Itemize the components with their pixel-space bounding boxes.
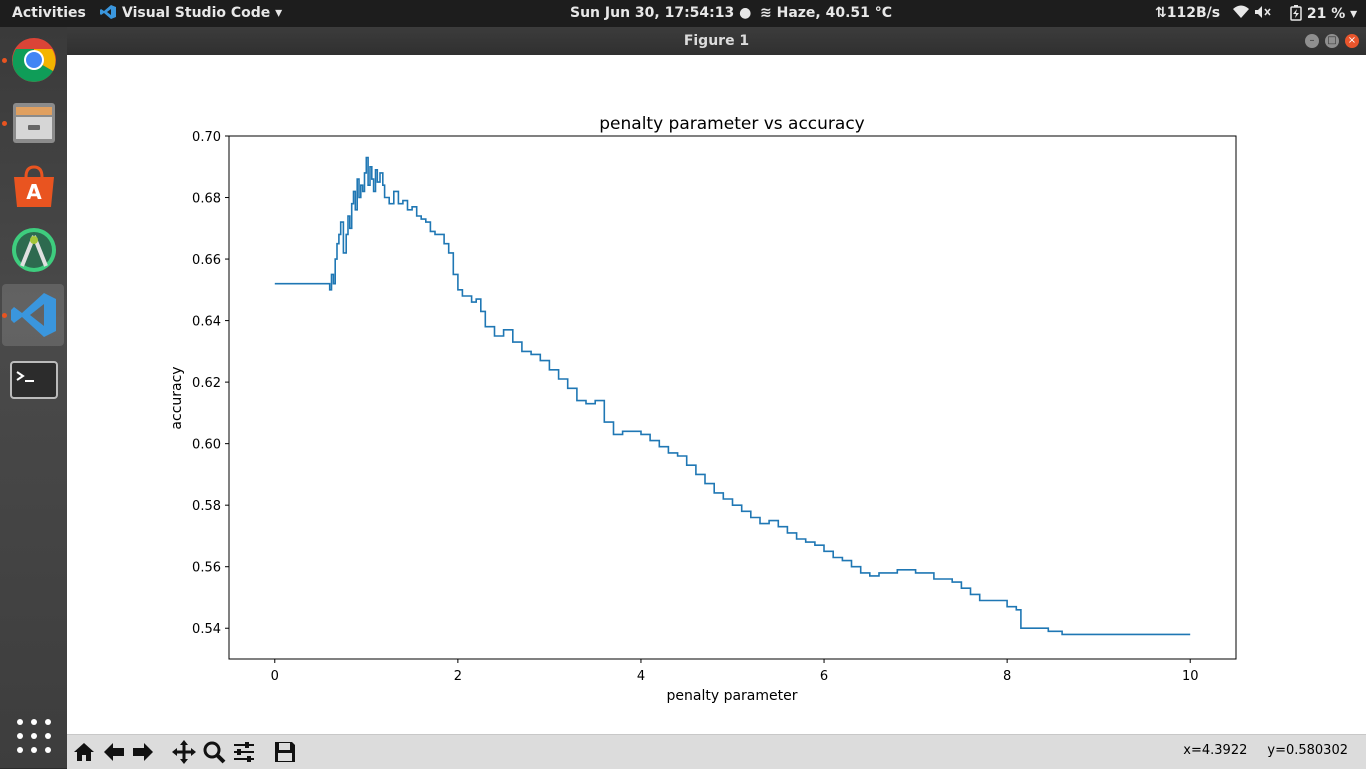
y-tick-label: 0.60 — [192, 438, 221, 453]
cursor-y-readout: y=0.580302 — [1267, 743, 1348, 758]
forward-icon[interactable] — [130, 739, 156, 765]
pan-icon[interactable] — [171, 739, 197, 765]
configure-subplots-icon[interactable] — [231, 739, 257, 765]
save-icon[interactable] — [272, 739, 298, 765]
files-icon[interactable] — [8, 97, 60, 149]
y-tick-label: 0.70 — [192, 130, 221, 145]
net-speed-indicator[interactable]: ⇅112B/s — [1155, 5, 1220, 21]
clock[interactable]: Sun Jun 30, 17:54:13 ● — [570, 5, 751, 21]
x-tick-label: 4 — [637, 669, 645, 684]
chart: penalty parameter vs accuracy penalty pa… — [169, 114, 1237, 704]
activities-button[interactable]: Activities — [12, 5, 86, 21]
y-tick-label: 0.58 — [192, 499, 221, 514]
series-line — [274, 156, 1191, 636]
volume-muted-icon — [1255, 6, 1272, 18]
terminal-icon[interactable] — [8, 354, 60, 406]
y-tick-label: 0.68 — [192, 192, 221, 207]
app-menu[interactable]: Visual Studio Code ▾ — [100, 5, 282, 21]
x-tick-label: 10 — [1182, 669, 1199, 684]
weather-label: Haze, 40.51 °C — [776, 5, 893, 21]
vscode-small-icon — [100, 5, 116, 19]
net-speed-label: 112B/s — [1166, 5, 1221, 21]
running-indicator-dot — [2, 313, 7, 318]
home-icon[interactable] — [71, 739, 97, 765]
y-tick-label: 0.62 — [192, 376, 221, 391]
figure-toolbar: x=4.3922 y=0.580302 — [67, 734, 1366, 769]
top-bar: Activities Visual Studio Code ▾ Sun Jun … — [0, 0, 1366, 27]
chevron-down-icon: ▾ — [1350, 6, 1358, 22]
x-tick-label: 6 — [820, 669, 828, 684]
chevron-down-icon: ▾ — [275, 5, 283, 21]
y-axis-ticks: 0.54 0.56 0.58 0.60 0.62 0.64 0.66 0.68 0.70 — [192, 130, 229, 637]
vscode-icon[interactable] — [8, 289, 60, 341]
system-icons[interactable] — [1232, 5, 1272, 21]
x-tick-label: 2 — [454, 669, 462, 684]
maximize-icon[interactable]: □ — [1325, 34, 1339, 48]
android-studio-icon[interactable] — [8, 224, 60, 276]
software-center-icon[interactable]: A — [8, 161, 60, 213]
x-axis-label: penalty parameter — [667, 688, 798, 704]
battery-indicator[interactable]: 21 % ▾ — [1290, 5, 1357, 22]
plot-frame — [228, 135, 1237, 660]
wifi-icon — [1233, 5, 1249, 18]
notification-dot-icon: ● — [739, 5, 752, 21]
x-tick-label: 8 — [1003, 669, 1011, 684]
minimize-icon[interactable]: – — [1305, 34, 1319, 48]
y-tick-label: 0.54 — [192, 622, 221, 637]
figure-canvas[interactable]: penalty parameter vs accuracy penalty pa… — [67, 55, 1366, 734]
cursor-coordinates: x=4.3922 y=0.580302 — [1183, 743, 1348, 758]
battery-charging-icon — [1290, 5, 1302, 21]
y-tick-label: 0.56 — [192, 561, 221, 576]
up-down-arrows-icon: ⇅ — [1155, 5, 1167, 21]
window-titlebar[interactable]: Figure 1 – □ × — [67, 27, 1366, 55]
y-tick-label: 0.66 — [192, 253, 221, 268]
chart-title: penalty parameter vs accuracy — [599, 114, 864, 134]
running-indicator-dot — [2, 121, 7, 126]
window-title: Figure 1 — [683, 33, 750, 49]
y-axis-label: accuracy — [169, 366, 185, 429]
close-icon[interactable]: × — [1345, 34, 1359, 48]
dock: A — [0, 27, 67, 768]
zoom-icon[interactable] — [201, 739, 227, 765]
running-indicator-dot — [2, 58, 7, 63]
battery-label: 21 % — [1306, 6, 1346, 22]
back-icon[interactable] — [101, 739, 127, 765]
show-apps-icon[interactable] — [8, 710, 60, 762]
cursor-x-readout: x=4.3922 — [1183, 743, 1248, 758]
svg-text:A: A — [26, 180, 42, 204]
clock-label: Sun Jun 30, 17:54:13 — [570, 5, 735, 21]
app-menu-label: Visual Studio Code — [122, 5, 271, 21]
chrome-icon[interactable] — [8, 34, 60, 86]
y-tick-label: 0.64 — [192, 315, 221, 330]
x-axis-ticks: 0 2 4 6 8 10 — [271, 659, 1199, 684]
x-tick-label: 0 — [271, 669, 279, 684]
haze-icon: ≋ — [760, 5, 772, 21]
weather-indicator[interactable]: ≋ Haze, 40.51 °C — [760, 5, 892, 21]
